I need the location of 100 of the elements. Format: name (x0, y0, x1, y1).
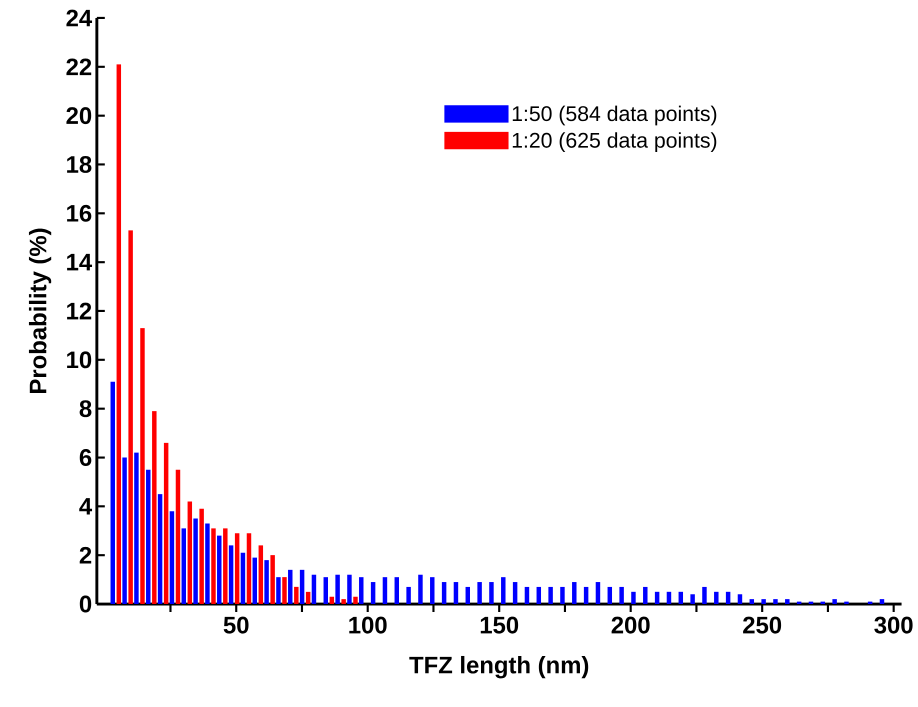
bar (228, 545, 234, 604)
x-axis-title: TFZ length (nm) (409, 656, 588, 678)
y-tick-label: 18 (67, 156, 92, 173)
bar (430, 577, 435, 604)
bar (608, 586, 612, 604)
bar (477, 582, 482, 604)
bar (341, 599, 346, 604)
bar (140, 328, 145, 604)
bar (750, 599, 754, 604)
y-tick-label: 24 (66, 10, 92, 26)
bar (347, 574, 352, 604)
y-tick-label: 8 (80, 400, 92, 418)
bar (714, 592, 719, 604)
bar (666, 592, 672, 604)
bar (832, 599, 837, 604)
y-tick-label: 12 (67, 302, 92, 320)
bar (217, 536, 222, 604)
x-tick-label: 100 (349, 616, 387, 634)
bar (182, 528, 186, 604)
bar (199, 508, 204, 604)
bar (276, 577, 281, 604)
legend-label: 1:20 (625 data points) (512, 132, 716, 152)
bar (234, 533, 240, 604)
bar (330, 596, 334, 604)
bar (785, 599, 790, 604)
bar (738, 594, 742, 604)
bar (176, 470, 180, 604)
bar (152, 411, 157, 604)
bar (702, 586, 707, 604)
bar (761, 599, 766, 604)
bar (820, 602, 826, 604)
bar (454, 582, 458, 604)
bar (353, 596, 358, 604)
bar (205, 524, 210, 604)
bar (536, 586, 542, 604)
y-tick-label: 6 (80, 449, 92, 466)
bar (584, 586, 588, 604)
bar (188, 502, 192, 604)
y-tick-label: 22 (66, 58, 92, 76)
bar (418, 574, 423, 604)
x-tick-label: 150 (480, 616, 518, 634)
y-tick-label: 20 (66, 107, 92, 124)
bar (596, 582, 600, 604)
bar (164, 442, 168, 604)
bar (146, 470, 150, 604)
x-tick-label: 200 (612, 616, 650, 634)
bar (382, 577, 388, 604)
y-tick-label: 0 (80, 596, 92, 613)
bar (128, 230, 133, 604)
bar (512, 582, 518, 604)
bar (501, 577, 506, 604)
bar (110, 382, 115, 604)
bar (211, 528, 216, 604)
bar (442, 582, 446, 604)
y-tick-label: 14 (67, 254, 92, 270)
bar (489, 582, 494, 604)
bar (359, 577, 364, 604)
bar (808, 602, 814, 604)
bar (246, 533, 252, 604)
bar (394, 577, 400, 604)
x-tick-label: 50 (224, 616, 249, 634)
bar (300, 570, 304, 604)
bar (690, 594, 695, 604)
bar (312, 574, 316, 604)
bar (240, 552, 246, 604)
bar (122, 458, 127, 604)
bar (306, 592, 310, 604)
bar (270, 555, 275, 604)
bar (868, 602, 872, 604)
legend-label: 1:50 (584 data points) (512, 106, 716, 126)
bar (643, 586, 648, 604)
y-tick-label: 16 (67, 204, 92, 222)
bar (324, 577, 328, 604)
bar (796, 602, 802, 604)
bar (158, 494, 162, 604)
bar (294, 586, 299, 604)
y-axis-title: Probability (%) (28, 228, 52, 394)
bar (619, 586, 624, 604)
bar (678, 592, 684, 604)
bar (880, 599, 884, 604)
bar (844, 602, 849, 604)
bar (335, 574, 340, 604)
bar (282, 577, 287, 604)
bar (726, 592, 730, 604)
bar (773, 599, 778, 604)
bar (288, 570, 293, 604)
y-tick-label: 4 (79, 498, 92, 515)
bar (134, 452, 139, 604)
bar (252, 558, 258, 604)
y-tick-label: 10 (67, 351, 92, 368)
bar (193, 518, 198, 604)
bar (370, 582, 376, 604)
bar (170, 511, 174, 604)
y-tick-label: 2 (80, 546, 92, 564)
bar (524, 586, 530, 604)
bar (654, 592, 660, 604)
bar (466, 586, 470, 604)
bar (548, 586, 553, 604)
bar (631, 592, 636, 604)
bar (116, 64, 122, 604)
